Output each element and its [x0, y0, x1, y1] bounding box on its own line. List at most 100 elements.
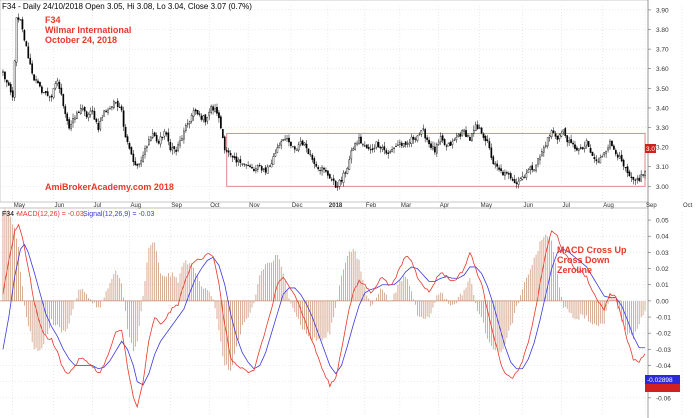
candle-body: [507, 173, 510, 175]
candle-body: [519, 178, 522, 182]
candle-body: [214, 108, 216, 112]
candle-body: [397, 144, 399, 146]
candle-body: [159, 136, 162, 145]
candle-body: [183, 130, 185, 140]
macd-y-axis: -0.06-0.05-0.04-0.03-0.02-0.010.000.010.…: [648, 218, 671, 402]
candle-body: [105, 110, 107, 113]
candle-body: [576, 147, 578, 151]
candle-body: [578, 148, 580, 151]
candle-body: [255, 168, 257, 171]
date-tick-label: Feb: [366, 203, 377, 209]
date-tick-label: May: [481, 203, 492, 209]
candle-body: [430, 143, 432, 148]
candle-body: [116, 100, 119, 108]
candle-body: [297, 144, 300, 151]
candle-body: [317, 167, 320, 170]
candle-body: [338, 179, 341, 187]
candle-body: [568, 140, 570, 143]
candle-body: [6, 79, 8, 83]
candle-body: [634, 179, 637, 181]
macd-histogram: [2, 209, 646, 371]
candle-body: [286, 138, 288, 140]
company-name-annotation: Wilmar International: [45, 25, 131, 35]
candle-body: [593, 156, 596, 159]
candle-body: [227, 150, 230, 153]
candle-body: [453, 139, 456, 141]
candle-body: [79, 108, 82, 115]
candle-body: [134, 161, 137, 166]
price-tick-label: 3.90: [656, 7, 669, 14]
last-macd-badge: [645, 384, 680, 392]
candle-body: [256, 165, 259, 170]
candle-body: [70, 124, 72, 129]
price-tick-label: 3.30: [656, 125, 669, 132]
candle-body: [492, 156, 495, 165]
candle-body: [109, 108, 111, 110]
candle-body: [23, 30, 26, 41]
candle-body: [591, 152, 594, 157]
candle-body: [566, 135, 569, 143]
candle-body: [328, 174, 331, 179]
candle-body: [292, 146, 294, 148]
candle-body: [472, 129, 475, 134]
candle-body: [441, 135, 444, 141]
candle-body: [500, 168, 502, 171]
candle-body: [118, 106, 121, 108]
candle-body: [583, 145, 586, 150]
candle-body: [541, 151, 543, 157]
candle-body: [208, 111, 211, 117]
candle-body: [58, 82, 61, 89]
candle-body: [455, 137, 458, 141]
candle-body: [614, 150, 617, 155]
candle-body: [56, 80, 59, 84]
candle-body: [529, 166, 532, 171]
candle-body: [249, 165, 251, 168]
candle-body: [262, 168, 265, 170]
candle-body: [371, 148, 374, 150]
candle-body: [179, 140, 181, 146]
candle-body: [340, 180, 343, 182]
candle-body: [420, 129, 423, 135]
candle-body: [35, 79, 37, 81]
candle-body: [225, 150, 228, 152]
last-price-badge: [645, 144, 656, 153]
candle-body: [560, 132, 563, 137]
candle-body: [412, 136, 415, 140]
candle-body: [192, 110, 195, 117]
candle-body: [383, 146, 386, 151]
candle-body: [157, 141, 160, 144]
macd-tick-label: -0.06: [656, 395, 671, 402]
candle-body: [461, 130, 463, 137]
candle-body: [305, 143, 308, 149]
candle-body: [44, 91, 47, 94]
candle-body: [613, 145, 615, 150]
candle-body: [313, 158, 316, 165]
candle-body: [447, 143, 450, 147]
candle-body: [54, 83, 57, 89]
candle-body: [62, 94, 65, 107]
candle-body: [480, 127, 483, 134]
candle-body: [626, 166, 629, 174]
candle-body: [169, 142, 172, 151]
candle-body: [428, 139, 430, 145]
candle-body: [509, 173, 512, 179]
price-tick-label: 3.40: [656, 105, 669, 112]
candle-body: [628, 171, 631, 177]
macd-tick-label: -0.04: [656, 363, 671, 370]
macd-cross-up-annotation: MACD Cross Up: [557, 245, 627, 255]
candle-body: [48, 96, 51, 98]
candle-body: [309, 154, 312, 156]
candle-body: [237, 159, 240, 162]
candle-body: [39, 81, 41, 87]
candle-body: [342, 172, 345, 183]
candle-body: [352, 148, 355, 151]
candle-body: [266, 166, 269, 174]
candle-body: [99, 120, 102, 130]
candle-body: [81, 108, 84, 110]
candle-body: [2, 71, 4, 73]
candle-body: [393, 147, 395, 149]
candle-body: [206, 117, 209, 122]
candle-body: [426, 137, 428, 140]
candle-body: [603, 152, 606, 156]
